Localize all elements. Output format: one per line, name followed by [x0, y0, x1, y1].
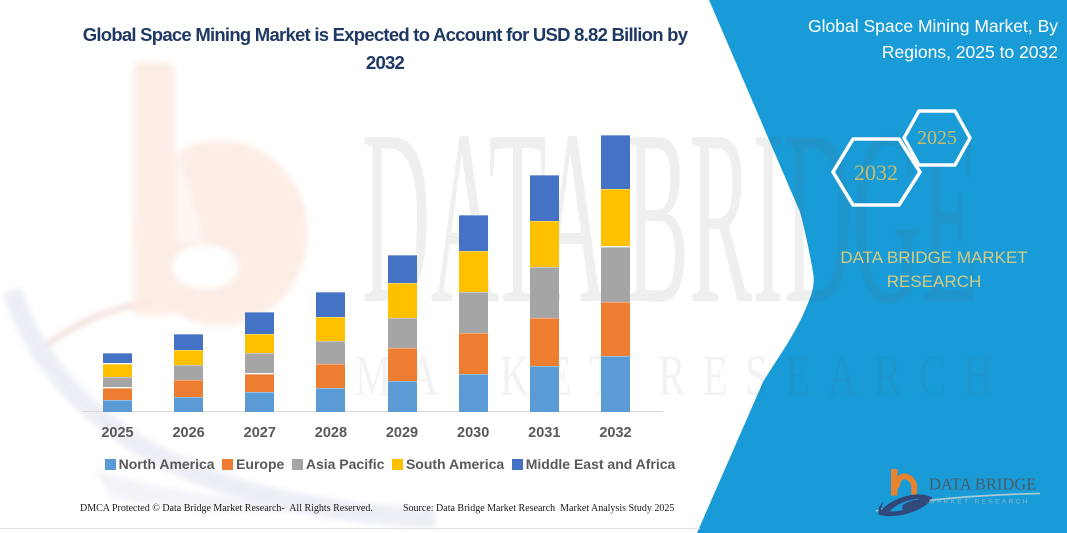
svg-text:MARKET RESEARCH: MARKET RESEARCH: [929, 499, 1030, 506]
svg-text:DATA BRIDGE: DATA BRIDGE: [929, 475, 1036, 494]
svg-text:2025: 2025: [917, 127, 957, 149]
svg-text:2032: 2032: [854, 160, 898, 185]
